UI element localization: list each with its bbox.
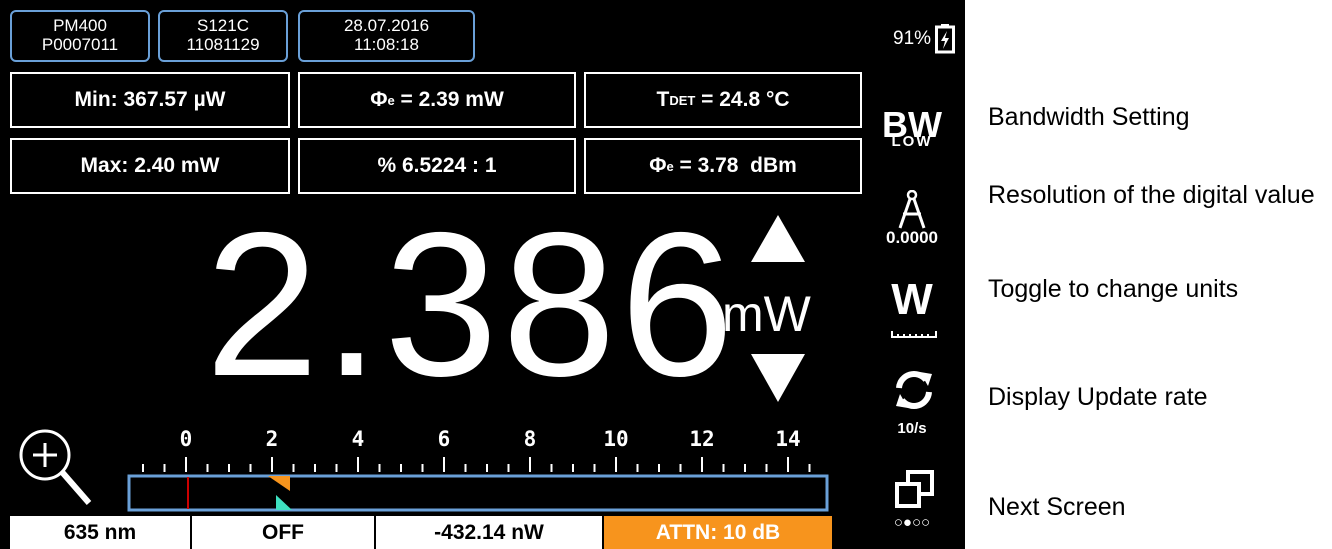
resolution-icon[interactable] [895,190,929,230]
stat-symbol: Φ [370,88,388,111]
annotation: Resolution of the digital value [988,181,1315,209]
zoom-icon[interactable] [15,425,95,510]
device-screen: PM400 P0007011 S121C 11081129 28.07.2016 11… [0,0,965,549]
scale-label: 0 [179,427,193,451]
date-tab[interactable]: 28.07.2016 11:08:18 [298,10,475,62]
update-rate-icon[interactable] [892,368,936,412]
zero-offset[interactable]: -432.14 nW [376,516,604,549]
annotation: Bandwidth Setting [988,103,1190,131]
annotation: Display Update rate [988,383,1208,411]
annotation: Toggle to change units [988,275,1239,303]
stat-subscript: e [387,92,395,108]
stat-text: Max: 2.40 mW [80,154,220,177]
sensor-tab[interactable]: S121C 11081129 [158,10,288,62]
scale-label: 10 [603,427,629,451]
tab-line: 11081129 [186,35,260,54]
zero-state[interactable]: OFF [192,516,376,549]
stat-box: Min: 367.57 µW [10,72,290,128]
scale-label: 2 [265,427,279,451]
stat-subscript: e [666,158,674,174]
units-ruler [891,331,937,338]
units-button[interactable]: W [891,275,933,324]
tab-line: PM400 [53,16,107,35]
reading-unit: mW [722,286,811,342]
stat-symbol: T [656,88,670,111]
scale-label: 12 [689,427,715,451]
resolution-value: 0.0000 [886,228,938,247]
annotation: Next Screen [988,493,1126,521]
scale-label: 8 [523,427,537,451]
scale-bar [127,457,829,512]
stat-box: Max: 2.40 mW [10,138,290,194]
attenuation[interactable]: ATTN: 10 dB [604,516,832,549]
stat-text: % 6.5224 : 1 [377,154,497,177]
stat-text: = 24.8 °C [695,88,790,111]
bandwidth-button[interactable]: BW [882,104,942,145]
battery-icon [935,24,955,54]
page-indicator: ○●○○ [893,514,931,531]
bandwidth-setting: LOW [891,133,933,150]
stat-box: % 6.5224 : 1 [298,138,576,194]
scale-label: 6 [437,427,451,451]
stat-text: Min: 367.57 µW [74,88,226,111]
tab-line: 11:08:18 [354,35,419,54]
tab-line: 28.07.2016 [343,16,430,35]
stat-subscript: DET [669,92,696,108]
range-arrows[interactable] [748,212,808,404]
stat-box: T DET = 24.8 °C [584,72,862,128]
scale-label: 14 [775,427,801,451]
stat-symbol: Φ [649,154,667,177]
battery-level: 91% [893,28,932,49]
stat-text: = 2.39 mW [394,88,504,111]
tab-line: S121C [197,16,249,35]
update-rate: 10/s [897,420,927,437]
wavelength[interactable]: 635 nm [10,516,192,549]
tab-line: P0007011 [41,35,119,54]
next-screen-icon[interactable] [894,470,936,510]
scale-label: 4 [351,427,365,451]
reading-value: 2.386 [205,190,739,419]
meter-tab[interactable]: PM400 P0007011 [10,10,150,62]
stat-text: = 3.78 dBm [673,154,797,177]
